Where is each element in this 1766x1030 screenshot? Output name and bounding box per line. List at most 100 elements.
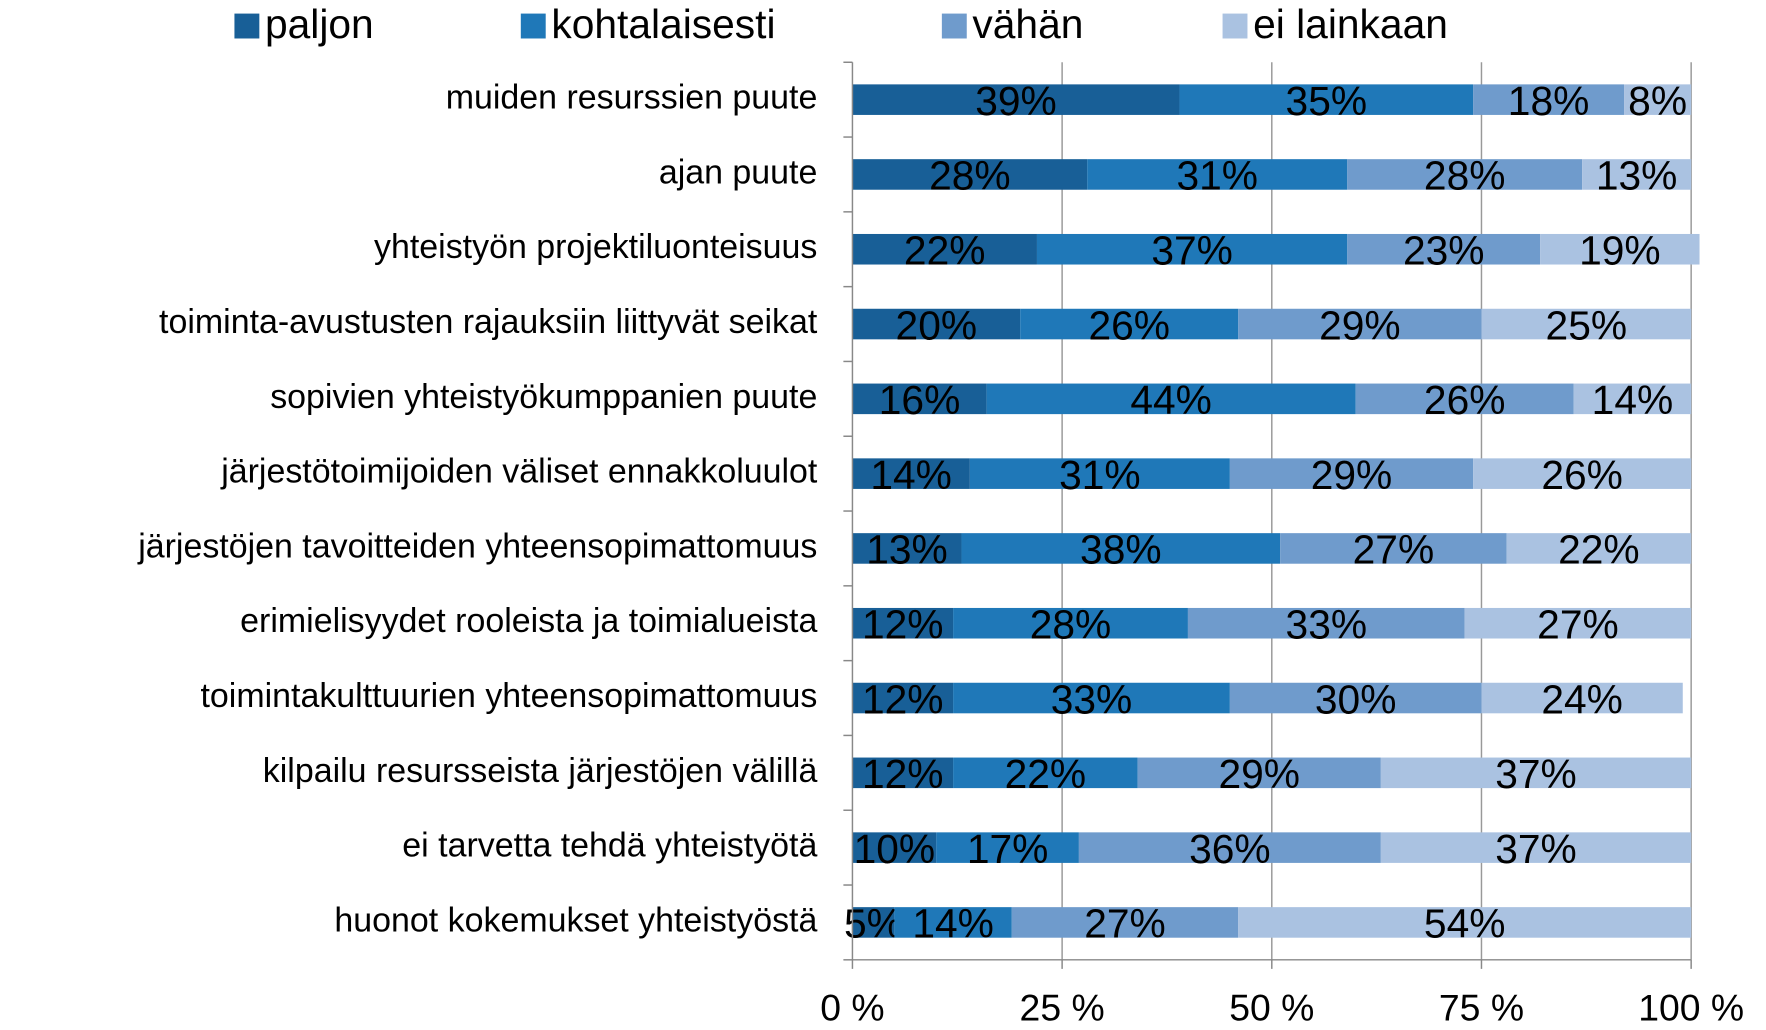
- value-label: 38%: [1080, 527, 1162, 573]
- value-label: 35%: [1286, 78, 1368, 124]
- value-label: 14%: [912, 901, 994, 947]
- value-label: 29%: [1218, 751, 1300, 797]
- value-label: 17%: [967, 826, 1049, 872]
- value-label: 13%: [1596, 153, 1678, 199]
- bar-segment: [852, 383, 987, 415]
- bar-segment: [852, 757, 954, 789]
- y-tick-label: yhteistyön projektiluonteisuus: [374, 228, 817, 266]
- value-label: 33%: [1051, 676, 1133, 722]
- bar-segment: [1036, 233, 1348, 265]
- x-tick-label: 100 %: [1638, 987, 1744, 1029]
- bar-segment: [936, 832, 1079, 863]
- legend-swatch: [234, 13, 260, 39]
- bar-segment: [1355, 383, 1574, 415]
- x-tick-label: 75 %: [1439, 987, 1524, 1029]
- bar-segment: [1481, 308, 1692, 340]
- value-label: 27%: [1537, 602, 1619, 648]
- value-label: 28%: [1424, 153, 1506, 199]
- bar-segment: [852, 84, 1180, 115]
- value-label: 23%: [1403, 228, 1485, 274]
- bar-segment: [1582, 159, 1692, 190]
- bar-segment: [1229, 458, 1474, 489]
- bar-segment: [1020, 308, 1239, 340]
- value-label: 14%: [1592, 377, 1674, 423]
- value-label: 8%: [1628, 78, 1687, 124]
- bar-segment: [852, 458, 970, 489]
- bar-segment: [1473, 84, 1625, 115]
- bar-segment: [1540, 233, 1700, 265]
- value-label: 16%: [879, 377, 961, 423]
- legend-label: paljon: [265, 1, 374, 47]
- bar-segment: [969, 458, 1230, 489]
- y-tick-label: kilpailu resursseista järjestöjen välill…: [263, 752, 818, 790]
- bar-segment: [1624, 84, 1692, 115]
- legend-label: ei lainkaan: [1253, 1, 1448, 47]
- value-label: 12%: [862, 751, 944, 797]
- x-tick-label: 50 %: [1229, 987, 1314, 1029]
- bar-segment: [1506, 533, 1692, 564]
- legend-label: vähän: [972, 1, 1083, 47]
- value-label: 22%: [904, 228, 986, 274]
- value-label: 29%: [1319, 302, 1401, 348]
- y-tick-label: sopivien yhteistyökumppanien puute: [270, 378, 817, 416]
- y-tick-label: erimielisyydet rooleista ja toimialueist…: [240, 602, 817, 640]
- legend-label: kohtalaisesti: [551, 1, 775, 47]
- value-label: 39%: [975, 78, 1057, 124]
- bar-segment: [852, 607, 954, 639]
- bar-segment: [1011, 907, 1239, 938]
- bar-segment: [1238, 907, 1692, 938]
- bar-segment: [1280, 533, 1507, 564]
- bar-segment: [852, 233, 1037, 265]
- value-label: 26%: [1424, 377, 1506, 423]
- value-label: 18%: [1508, 78, 1590, 124]
- x-tick-label: 25 %: [1020, 987, 1105, 1029]
- value-label: 22%: [1005, 751, 1087, 797]
- value-label: 5%: [844, 901, 903, 947]
- value-label: 25%: [1546, 302, 1628, 348]
- legend-swatch: [520, 13, 546, 39]
- value-label: 27%: [1084, 901, 1166, 947]
- value-label: 31%: [1059, 452, 1141, 498]
- legend-swatch: [941, 13, 967, 39]
- y-tick-label: järjestötoimijoiden väliset ennakkoluulo…: [220, 453, 818, 491]
- y-tick-label: ei tarvetta tehdä yhteistyötä: [402, 827, 817, 865]
- bar-segment: [1347, 159, 1583, 190]
- value-label: 14%: [870, 452, 952, 498]
- value-label: 27%: [1353, 527, 1435, 573]
- value-label: 26%: [1088, 302, 1170, 348]
- bar-segment: [953, 682, 1230, 714]
- value-label: 37%: [1495, 826, 1577, 872]
- bar-segment: [852, 907, 895, 938]
- value-label: 22%: [1558, 527, 1640, 573]
- value-label: 20%: [896, 302, 978, 348]
- bar-segment: [953, 757, 1138, 789]
- bar-segment: [1229, 682, 1482, 714]
- bar-segment: [1347, 233, 1541, 265]
- value-label: 44%: [1130, 377, 1212, 423]
- bar-segment: [1078, 832, 1381, 863]
- x-tick-label: 0 %: [820, 987, 884, 1029]
- value-label: 30%: [1315, 676, 1397, 722]
- value-label: 24%: [1541, 676, 1623, 722]
- bar-segment: [852, 533, 962, 564]
- bar-segment: [1187, 607, 1465, 639]
- y-tick-label: toimintakulttuurien yhteensopimattomuus: [200, 677, 817, 715]
- y-tick-label: järjestöjen tavoitteiden yhteensopimatto…: [137, 527, 817, 565]
- value-label: 19%: [1579, 228, 1661, 274]
- value-label: 54%: [1424, 901, 1506, 947]
- value-label: 10%: [854, 826, 936, 872]
- bar-segment: [986, 383, 1356, 415]
- bar-segment: [1380, 832, 1692, 863]
- value-label: 29%: [1311, 452, 1393, 498]
- bar-segment: [953, 607, 1188, 639]
- bar-segment: [852, 832, 937, 863]
- value-label: 28%: [929, 153, 1011, 199]
- y-tick-label: huonot kokemukset yhteistyöstä: [334, 901, 817, 939]
- value-label: 26%: [1541, 452, 1623, 498]
- bar-segment: [1464, 607, 1692, 639]
- value-label: 36%: [1189, 826, 1271, 872]
- legend-swatch: [1222, 13, 1248, 39]
- y-tick-label: muiden resurssien puute: [446, 79, 818, 117]
- value-label: 28%: [1030, 602, 1112, 648]
